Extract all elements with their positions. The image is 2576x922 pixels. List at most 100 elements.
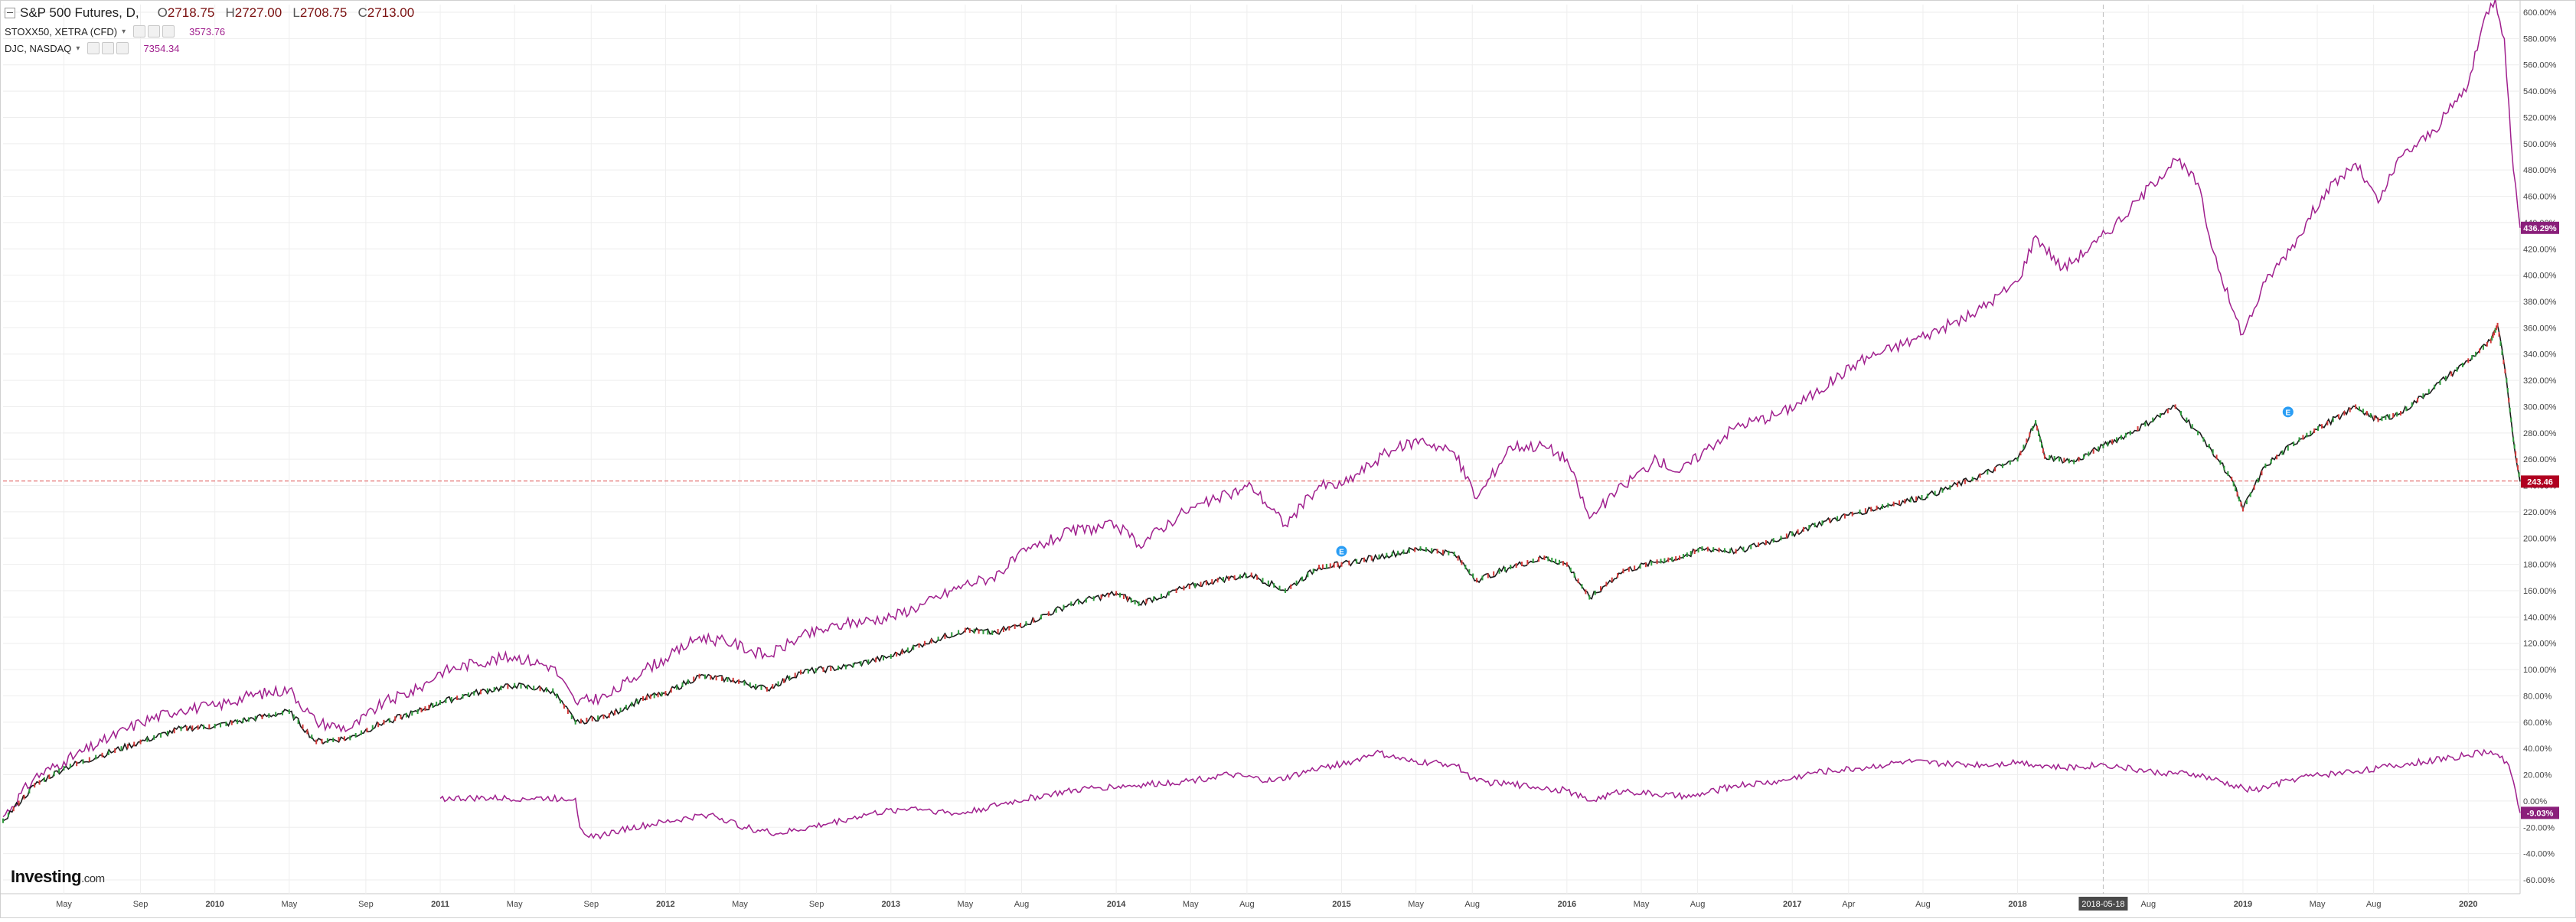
candle [1295,580,1298,585]
chart-legend: S&P 500 Futures, D, O2718.75 H2727.00 L2… [5,3,414,57]
candle [2482,345,2484,350]
candle [1569,567,1572,572]
event-marker-label: E [2285,409,2290,417]
candle [2506,378,2508,383]
candle [1551,557,1553,562]
crosshair-date-badge [2078,897,2128,911]
legend-series-djc[interactable]: DJC, NASDAQ ▾ 7354.34 [5,40,414,57]
y-tick-label: 520.00% [2523,113,2557,122]
candle [1425,547,1427,552]
settings-icon[interactable] [102,42,115,54]
candle [2043,454,2045,459]
candle [991,630,994,635]
candle [2373,415,2375,420]
candle [1808,524,1810,529]
candle [297,719,299,725]
candle [1581,584,1583,589]
candle [424,706,426,712]
candle [1765,540,1767,545]
candle [1290,584,1292,589]
candle [432,703,434,709]
event-marker-icon [2281,405,2295,419]
candle [2434,384,2436,389]
candle [2475,351,2477,357]
y-tick-label: 180.00% [2523,561,2557,570]
chevron-down-icon[interactable]: ▾ [122,27,126,36]
candle [1979,473,1981,478]
candle [1408,548,1410,553]
candle [2281,450,2284,455]
candle [1814,523,1816,528]
x-tick-label: 2020 [2459,900,2477,909]
candle [254,715,256,721]
stoxx-series-name[interactable]: STOXX50, XETRA (CFD) [5,25,118,37]
candle [1577,578,1579,584]
x-tick-label: Sep [809,900,824,909]
close-icon[interactable] [116,42,129,54]
x-tick-label: Sep [133,900,149,909]
candle [2166,409,2169,414]
candle [2202,437,2205,442]
candle [2298,437,2300,442]
candle [366,728,368,733]
candle [2063,458,2065,463]
main-series-name[interactable]: S&P 500 Futures, D, [20,5,139,20]
candle [2240,501,2242,507]
candle [400,714,402,719]
eye-icon[interactable] [133,25,146,37]
candle [2355,404,2357,409]
candle [2019,451,2022,456]
legend-series-stoxx[interactable]: STOXX50, XETRA (CFD) ▾ 3573.76 [5,23,414,40]
candle [1547,556,1549,562]
x-tick-label: May [1634,900,1650,909]
candle [782,678,785,683]
candle [1605,582,1608,587]
djc-series-name[interactable]: DJC, NASDAQ [5,42,72,54]
eye-icon[interactable] [87,42,100,54]
candle [693,676,695,682]
y-tick-label: 360.00% [2523,324,2557,333]
candle [1301,576,1303,582]
candle [1318,565,1321,570]
candle [1723,548,1725,553]
legend-main-series[interactable]: S&P 500 Futures, D, O2718.75 H2727.00 L2… [5,3,414,23]
candle [2287,445,2289,451]
sp500-line [2,323,2521,822]
candle [964,627,966,633]
candle [1921,495,1923,500]
settings-icon[interactable] [148,25,161,37]
candle [2427,389,2430,394]
candle [416,709,419,715]
candle [1325,563,1327,569]
candle [76,761,78,767]
candle [2516,458,2518,463]
candle [2107,441,2109,447]
candle [208,724,211,729]
candle [837,665,840,670]
candle [180,726,182,731]
candle [1802,526,1804,532]
candle [2191,424,2193,429]
candle [2362,409,2364,414]
candle [1679,555,1681,561]
candle [1735,549,1737,554]
candle [1543,555,1546,561]
candle [1693,549,1696,555]
candle [1122,595,1125,600]
candle [1671,556,1673,562]
candle [1660,559,1662,564]
candle [2257,477,2259,483]
close-icon[interactable] [162,25,175,37]
x-tick-label: Aug [1915,900,1931,909]
chevron-down-icon[interactable]: ▾ [76,44,80,53]
candle [2491,336,2493,341]
x-tick-label: 2015 [1332,900,1350,909]
ohlc-values: O2718.75 H2727.00 L2708.75 C2713.00 [157,5,415,20]
y-tick-label: 80.00% [2523,692,2552,701]
candle [153,735,155,740]
candle [749,682,751,687]
candle [2381,416,2383,422]
collapse-icon[interactable] [5,8,15,18]
